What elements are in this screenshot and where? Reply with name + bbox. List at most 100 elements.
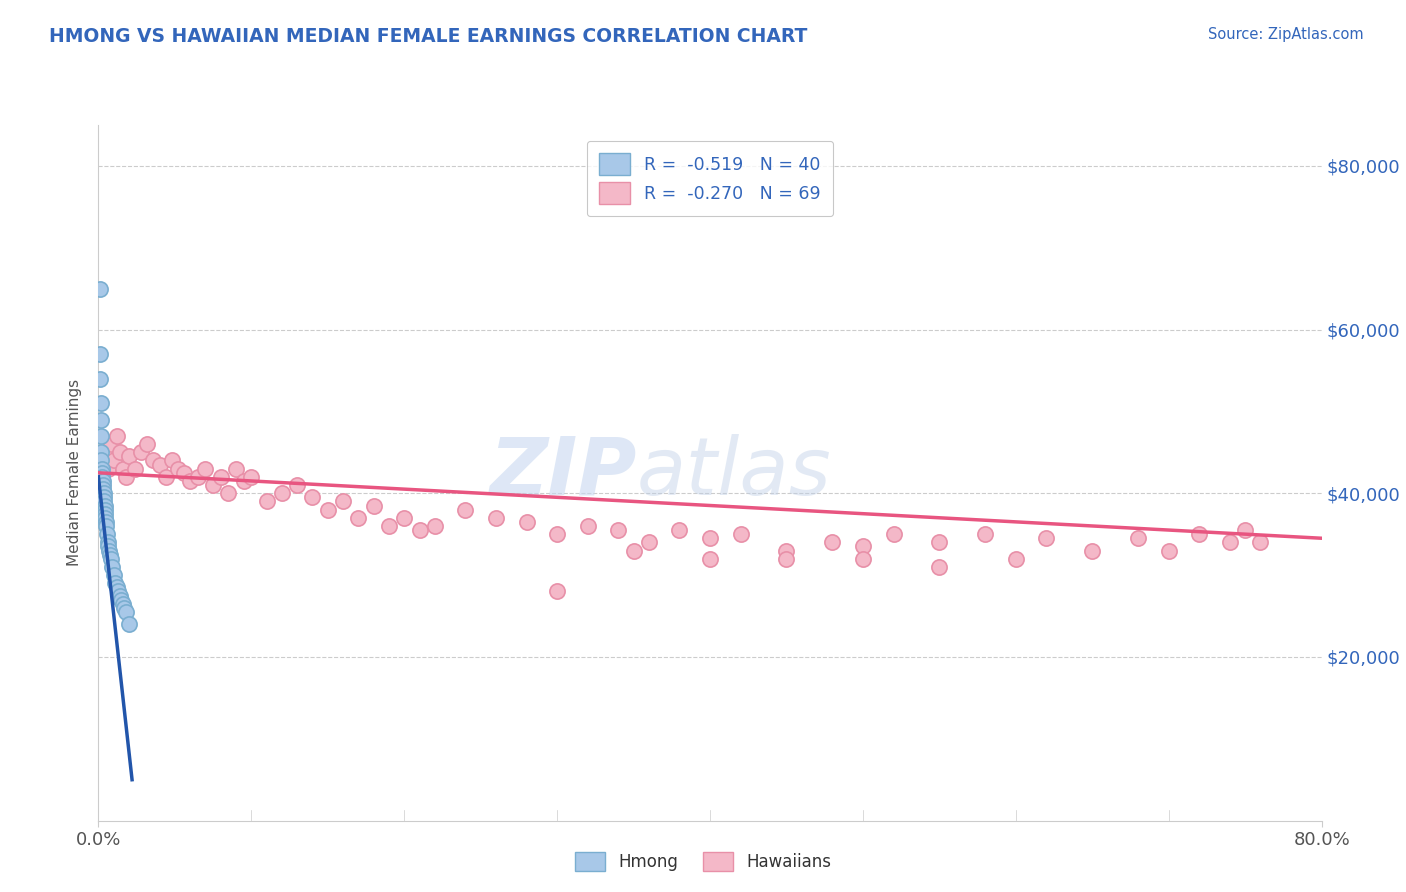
Point: [332, 494, 354, 508]
Text: atlas: atlas: [637, 434, 831, 512]
Point: [363, 499, 385, 513]
Point: [136, 437, 159, 451]
Point: [179, 474, 201, 488]
Point: [730, 527, 752, 541]
Point: [576, 519, 599, 533]
Point: [93, 491, 115, 505]
Text: HMONG VS HAWAIIAN MEDIAN FEMALE EARNINGS CORRELATION CHART: HMONG VS HAWAIIAN MEDIAN FEMALE EARNINGS…: [49, 27, 807, 45]
Point: [187, 470, 209, 484]
Point: [270, 486, 292, 500]
Point: [301, 491, 323, 505]
Point: [94, 515, 117, 529]
Point: [378, 519, 401, 533]
Point: [637, 535, 661, 549]
Point: [1128, 531, 1150, 545]
Point: [149, 458, 172, 472]
Point: [1219, 535, 1241, 549]
Point: [93, 486, 115, 500]
Point: [100, 551, 122, 566]
Point: [928, 535, 950, 549]
Point: [101, 560, 124, 574]
Point: [90, 429, 112, 443]
Point: [623, 543, 645, 558]
Point: [316, 502, 339, 516]
Point: [546, 527, 568, 541]
Point: [112, 600, 135, 615]
Point: [97, 540, 120, 554]
Point: [97, 535, 120, 549]
Point: [91, 466, 114, 480]
Point: [775, 551, 797, 566]
Point: [974, 527, 997, 541]
Point: [94, 510, 117, 524]
Point: [423, 519, 446, 533]
Point: [1188, 527, 1211, 541]
Point: [240, 470, 263, 484]
Point: [108, 589, 131, 603]
Y-axis label: Median Female Earnings: Median Female Earnings: [67, 379, 83, 566]
Point: [1004, 551, 1026, 566]
Point: [98, 543, 121, 558]
Point: [124, 461, 146, 475]
Point: [94, 507, 117, 521]
Point: [91, 470, 114, 484]
Point: [142, 453, 165, 467]
Point: [454, 502, 477, 516]
Point: [118, 450, 141, 464]
Point: [90, 412, 112, 426]
Point: [94, 502, 117, 516]
Point: [89, 347, 111, 361]
Point: [105, 429, 128, 443]
Point: [202, 478, 225, 492]
Point: [256, 494, 278, 508]
Point: [194, 461, 217, 475]
Point: [852, 551, 875, 566]
Point: [108, 445, 131, 459]
Point: [821, 535, 844, 549]
Point: [155, 470, 177, 484]
Point: [209, 470, 232, 484]
Point: [107, 584, 129, 599]
Point: [1234, 523, 1257, 537]
Point: [1157, 543, 1180, 558]
Text: Source: ZipAtlas.com: Source: ZipAtlas.com: [1208, 27, 1364, 42]
Point: [104, 576, 127, 591]
Point: [485, 510, 508, 524]
Point: [232, 474, 254, 488]
Point: [699, 531, 721, 545]
Point: [928, 560, 950, 574]
Point: [129, 445, 152, 459]
Point: [91, 482, 114, 496]
Point: [91, 474, 114, 488]
Point: [89, 371, 111, 385]
Point: [285, 478, 308, 492]
Point: [1249, 535, 1271, 549]
Point: [115, 470, 138, 484]
Point: [408, 523, 430, 537]
Point: [607, 523, 630, 537]
Point: [111, 461, 134, 475]
Point: [883, 527, 905, 541]
Point: [91, 478, 114, 492]
Point: [516, 515, 538, 529]
Point: [105, 580, 128, 594]
Point: [217, 486, 239, 500]
Point: [160, 453, 183, 467]
Point: [225, 461, 247, 475]
Point: [89, 282, 111, 296]
Point: [93, 494, 115, 508]
Point: [103, 568, 125, 582]
Point: [115, 605, 138, 619]
Point: [90, 461, 112, 475]
Point: [546, 584, 568, 599]
Point: [94, 519, 117, 533]
Legend: R =  -0.519   N = 40, R =  -0.270   N = 69: R = -0.519 N = 40, R = -0.270 N = 69: [586, 141, 834, 217]
Point: [668, 523, 690, 537]
Point: [96, 527, 118, 541]
Point: [90, 453, 112, 467]
Point: [1035, 531, 1057, 545]
Point: [167, 461, 190, 475]
Point: [347, 510, 370, 524]
Point: [97, 461, 120, 475]
Point: [392, 510, 416, 524]
